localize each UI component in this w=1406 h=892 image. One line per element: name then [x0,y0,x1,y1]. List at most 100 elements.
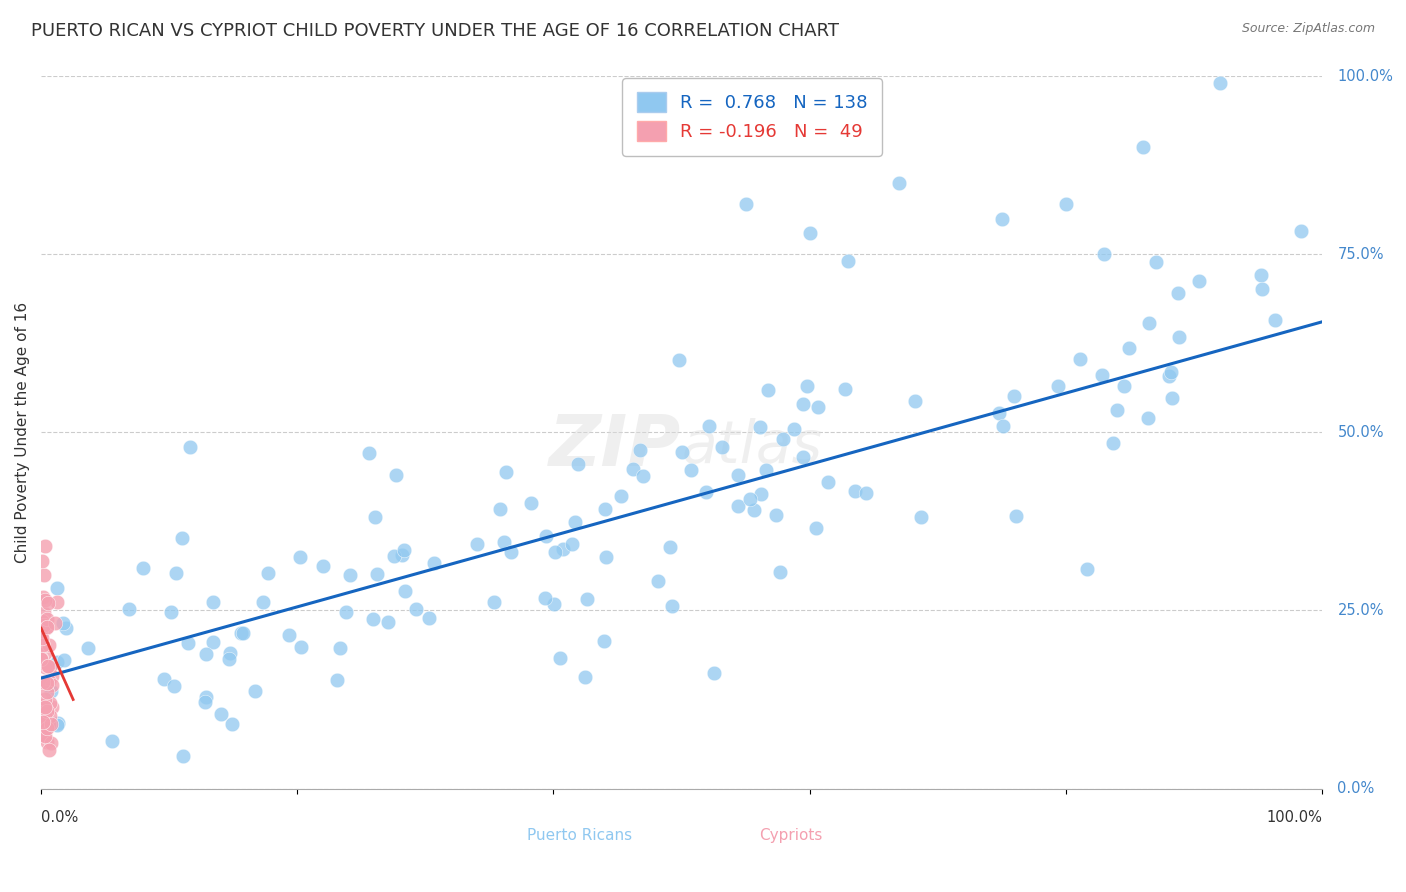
Point [1188,275,1211,289]
Text: 50.0%: 50.0% [1337,425,1384,440]
Point [39,736,62,750]
Point [35,620,58,634]
Point [392,542,415,557]
Point [734,197,756,211]
Point [550,651,572,665]
Point [1118,342,1140,356]
Point [1132,140,1154,154]
Point [278,628,301,642]
Point [35,704,58,718]
Point [30,650,52,665]
Point [727,499,749,513]
Point [1167,285,1189,300]
Point [35,676,58,690]
Point [34,713,56,727]
Point [35,659,58,673]
Point [152,672,174,686]
Text: Source: ZipAtlas.com: Source: ZipAtlas.com [1241,22,1375,36]
Point [1264,313,1286,327]
Point [492,534,515,549]
Point [679,462,702,476]
Point [796,379,818,393]
Legend: R =  0.768   N = 138, R = -0.196   N =  49: R = 0.768 N = 138, R = -0.196 N = 49 [623,78,882,155]
Point [38,716,60,731]
Point [31,638,53,652]
Point [658,540,681,554]
Point [623,462,645,476]
Point [361,612,384,626]
Point [37,612,59,626]
Point [382,549,405,563]
Point [1002,389,1025,403]
Point [749,486,772,500]
Point [55,621,77,635]
Point [1250,268,1272,283]
Point [1160,392,1182,406]
Point [631,468,654,483]
Point [31,674,53,689]
Point [817,475,839,489]
Point [39,696,62,710]
Point [201,595,224,609]
Point [34,592,56,607]
Point [561,537,583,551]
Point [740,492,762,507]
Point [37,735,59,749]
Point [756,384,779,398]
Point [1208,76,1230,90]
Point [172,748,194,763]
Point [37,685,59,699]
Point [697,419,720,434]
Point [575,591,598,606]
Point [34,646,56,660]
Point [132,561,155,575]
Point [41,684,63,698]
Text: Cypriots: Cypriots [759,828,823,843]
Text: 100.0%: 100.0% [1337,69,1393,84]
Point [772,433,794,447]
Point [1069,351,1091,366]
Point [32,675,55,690]
Point [160,605,183,619]
Point [807,400,830,414]
Point [1136,411,1159,425]
Point [595,549,617,564]
Point [39,660,62,674]
Point [46,582,69,596]
Point [32,617,55,632]
Point [1092,247,1115,261]
Point [695,485,717,500]
Point [31,553,53,567]
Point [1105,403,1128,417]
Point [671,445,693,459]
Point [34,700,56,714]
Point [326,673,349,688]
Point [312,558,335,573]
Point [377,615,399,630]
Point [32,620,55,634]
Point [177,636,200,650]
Point [792,450,814,465]
Point [1005,509,1028,524]
Point [37,596,59,610]
Point [38,673,60,688]
Point [595,501,617,516]
Point [34,659,56,673]
Point [232,626,254,640]
Text: 25.0%: 25.0% [1337,603,1384,618]
Point [45,595,67,609]
Point [34,730,56,744]
Point [564,516,586,530]
Point [179,440,201,454]
Point [209,707,232,722]
Point [991,211,1014,226]
Point [484,595,506,609]
Point [34,698,56,713]
Point [290,640,312,654]
Point [32,591,55,605]
Point [1167,330,1189,344]
Point [1137,316,1160,330]
Point [844,484,866,499]
Point [384,468,406,483]
Point [37,658,59,673]
